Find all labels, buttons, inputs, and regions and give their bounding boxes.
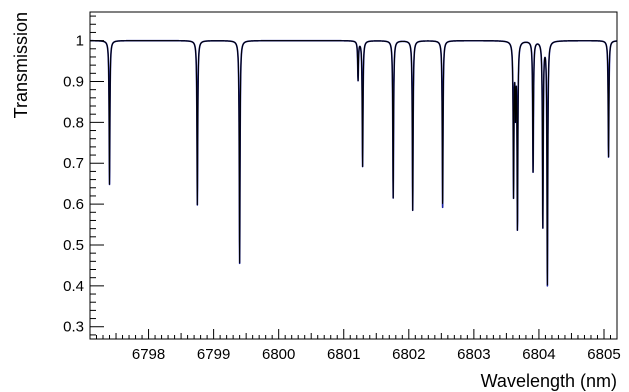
y-tick-label: 0.7 [63,155,84,172]
y-tick-label: 0.4 [63,278,84,295]
plot-area [89,39,618,287]
x-axis-title: Wavelength (nm) [481,371,617,391]
x-tick-label: 6799 [197,346,230,363]
y-tick-label: 0.3 [63,319,84,336]
plot-frame [89,11,618,340]
y-tick-label: 0.9 [63,73,84,90]
y-tick-label: 1 [76,33,84,50]
series-line-black [89,40,618,286]
x-tick-label: 6804 [522,346,555,363]
y-tick-label: 0.8 [63,114,84,131]
x-tick-label: 6803 [457,346,490,363]
x-tick-label: 6805 [587,346,620,363]
y-tick-label: 0.5 [63,237,84,254]
y-axis: 0.3 0.4 0.5 0.6 0.7 0.8 0.9 1 [63,15,104,336]
y-axis-title: Transmission [11,12,31,118]
x-tick-label: 6798 [132,346,165,363]
x-tick-label: 6800 [262,346,295,363]
x-axis: 6798 6799 6800 6801 6802 6803 6804 6805 [89,329,621,363]
x-tick-label: 6801 [327,346,360,363]
x-tick-label: 6802 [392,346,425,363]
y-tick-label: 0.6 [63,196,84,213]
